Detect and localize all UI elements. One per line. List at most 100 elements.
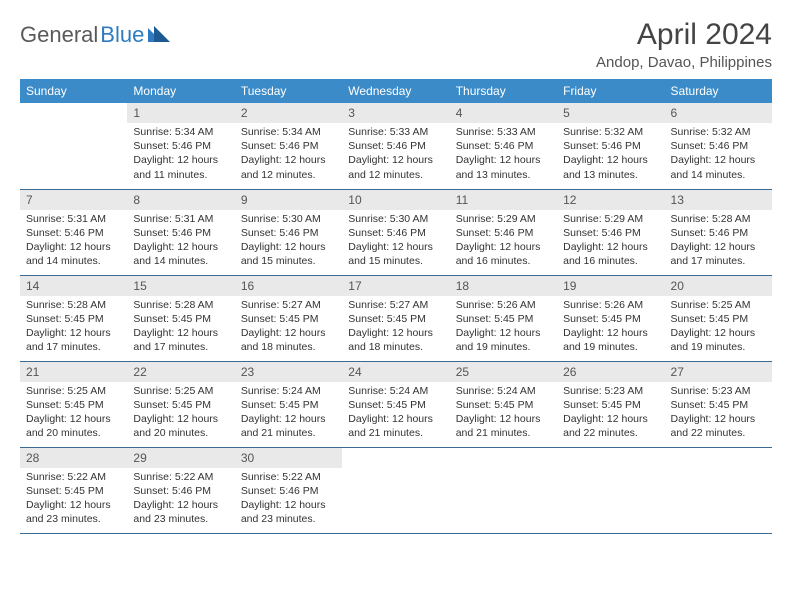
logo: GeneralBlue <box>20 18 170 48</box>
sunrise-line: Sunrise: 5:34 AM <box>241 125 336 139</box>
day-details: Sunrise: 5:24 AMSunset: 5:45 PMDaylight:… <box>342 382 449 445</box>
day-details: Sunrise: 5:23 AMSunset: 5:45 PMDaylight:… <box>557 382 664 445</box>
day-details: Sunrise: 5:30 AMSunset: 5:46 PMDaylight:… <box>342 210 449 273</box>
day-details: Sunrise: 5:25 AMSunset: 5:45 PMDaylight:… <box>127 382 234 445</box>
daylight-line: Daylight: 12 hours and 19 minutes. <box>671 326 766 354</box>
sunrise-line: Sunrise: 5:31 AM <box>133 212 228 226</box>
sunset-line: Sunset: 5:45 PM <box>241 312 336 326</box>
day-details: Sunrise: 5:27 AMSunset: 5:45 PMDaylight:… <box>235 296 342 359</box>
day-details: Sunrise: 5:31 AMSunset: 5:46 PMDaylight:… <box>20 210 127 273</box>
day-cell: 16Sunrise: 5:27 AMSunset: 5:45 PMDayligh… <box>235 275 342 361</box>
day-number: 21 <box>20 362 127 382</box>
day-cell: 24Sunrise: 5:24 AMSunset: 5:45 PMDayligh… <box>342 361 449 447</box>
sunrise-line: Sunrise: 5:34 AM <box>133 125 228 139</box>
sunrise-line: Sunrise: 5:26 AM <box>456 298 551 312</box>
sunset-line: Sunset: 5:46 PM <box>241 484 336 498</box>
triangle-icon <box>148 26 170 47</box>
sunset-line: Sunset: 5:46 PM <box>348 226 443 240</box>
calendar-table: SundayMondayTuesdayWednesdayThursdayFrid… <box>20 79 772 534</box>
sunset-line: Sunset: 5:45 PM <box>241 398 336 412</box>
sunset-line: Sunset: 5:45 PM <box>348 312 443 326</box>
sunset-line: Sunset: 5:45 PM <box>563 398 658 412</box>
location-label: Andop, Davao, Philippines <box>596 54 772 71</box>
day-details: Sunrise: 5:33 AMSunset: 5:46 PMDaylight:… <box>342 123 449 186</box>
day-cell: 8Sunrise: 5:31 AMSunset: 5:46 PMDaylight… <box>127 189 234 275</box>
logo-text-blue: Blue <box>100 22 144 48</box>
day-number: 24 <box>342 362 449 382</box>
day-number: 18 <box>450 276 557 296</box>
sunrise-line: Sunrise: 5:28 AM <box>671 212 766 226</box>
week-row: 7Sunrise: 5:31 AMSunset: 5:46 PMDaylight… <box>20 189 772 275</box>
day-cell: . <box>557 447 664 533</box>
daylight-line: Daylight: 12 hours and 21 minutes. <box>348 412 443 440</box>
sunrise-line: Sunrise: 5:22 AM <box>241 470 336 484</box>
sunset-line: Sunset: 5:45 PM <box>456 312 551 326</box>
day-details: Sunrise: 5:32 AMSunset: 5:46 PMDaylight:… <box>665 123 772 186</box>
sunrise-line: Sunrise: 5:30 AM <box>348 212 443 226</box>
sunrise-line: Sunrise: 5:29 AM <box>563 212 658 226</box>
day-number: 11 <box>450 190 557 210</box>
day-cell: 6Sunrise: 5:32 AMSunset: 5:46 PMDaylight… <box>665 103 772 189</box>
day-cell: 22Sunrise: 5:25 AMSunset: 5:45 PMDayligh… <box>127 361 234 447</box>
day-details: Sunrise: 5:27 AMSunset: 5:45 PMDaylight:… <box>342 296 449 359</box>
weekday-friday: Friday <box>557 79 664 103</box>
day-cell: 30 Sunrise: 5:22 AMSunset: 5:46 PMDayligh… <box>235 447 342 533</box>
day-number: 29 <box>127 448 234 468</box>
weekday-saturday: Saturday <box>665 79 772 103</box>
day-details: Sunrise: 5:32 AMSunset: 5:46 PMDaylight:… <box>557 123 664 186</box>
sunrise-line: Sunrise: 5:28 AM <box>26 298 121 312</box>
day-cell: . <box>665 447 772 533</box>
week-row: .1Sunrise: 5:34 AMSunset: 5:46 PMDayligh… <box>20 103 772 189</box>
week-row: 28Sunrise: 5:22 AMSunset: 5:45 PMDayligh… <box>20 447 772 533</box>
sunset-line: Sunset: 5:45 PM <box>26 312 121 326</box>
daylight-line: Daylight: 12 hours and 11 minutes. <box>133 153 228 181</box>
day-number: 2 <box>235 103 342 123</box>
day-cell: 4Sunrise: 5:33 AMSunset: 5:46 PMDaylight… <box>450 103 557 189</box>
day-details: Sunrise: 5:29 AMSunset: 5:46 PMDaylight:… <box>450 210 557 273</box>
day-details: Sunrise: 5:26 AMSunset: 5:45 PMDaylight:… <box>557 296 664 359</box>
day-cell: 14Sunrise: 5:28 AMSunset: 5:45 PMDayligh… <box>20 275 127 361</box>
sunrise-line: Sunrise: 5:30 AM <box>241 212 336 226</box>
day-number: 30 <box>235 448 342 468</box>
day-cell: 13Sunrise: 5:28 AMSunset: 5:46 PMDayligh… <box>665 189 772 275</box>
sunrise-line: Sunrise: 5:31 AM <box>26 212 121 226</box>
daylight-line: Daylight: 12 hours and 23 minutes. <box>241 498 336 526</box>
day-cell: 27Sunrise: 5:23 AMSunset: 5:45 PMDayligh… <box>665 361 772 447</box>
daylight-line: Daylight: 12 hours and 12 minutes. <box>348 153 443 181</box>
sunset-line: Sunset: 5:46 PM <box>241 226 336 240</box>
day-cell: 29Sunrise: 5:22 AMSunset: 5:46 PMDayligh… <box>127 447 234 533</box>
day-number: 7 <box>20 190 127 210</box>
daylight-line: Daylight: 12 hours and 14 minutes. <box>671 153 766 181</box>
day-details: Sunrise: 5:22 AMSunset: 5:45 PMDaylight:… <box>20 468 127 531</box>
week-row: 14Sunrise: 5:28 AMSunset: 5:45 PMDayligh… <box>20 275 772 361</box>
daylight-line: Daylight: 12 hours and 15 minutes. <box>241 240 336 268</box>
sunset-line: Sunset: 5:46 PM <box>671 139 766 153</box>
day-number: 5 <box>557 103 664 123</box>
sunrise-line: Sunrise: 5:25 AM <box>133 384 228 398</box>
day-cell: 2Sunrise: 5:34 AMSunset: 5:46 PMDaylight… <box>235 103 342 189</box>
day-cell: . <box>342 447 449 533</box>
sunrise-line: Sunrise: 5:25 AM <box>26 384 121 398</box>
day-details: Sunrise: 5:26 AMSunset: 5:45 PMDaylight:… <box>450 296 557 359</box>
sunrise-line: Sunrise: 5:22 AM <box>26 470 121 484</box>
day-number: 22 <box>127 362 234 382</box>
daylight-line: Daylight: 12 hours and 22 minutes. <box>671 412 766 440</box>
sunset-line: Sunset: 5:46 PM <box>26 226 121 240</box>
sunrise-line: Sunrise: 5:24 AM <box>456 384 551 398</box>
daylight-line: Daylight: 12 hours and 17 minutes. <box>133 326 228 354</box>
day-details: Sunrise: 5:28 AMSunset: 5:45 PMDaylight:… <box>20 296 127 359</box>
day-number: 9 <box>235 190 342 210</box>
day-details: Sunrise: 5:24 AMSunset: 5:45 PMDaylight:… <box>235 382 342 445</box>
day-cell: 1Sunrise: 5:34 AMSunset: 5:46 PMDaylight… <box>127 103 234 189</box>
sunset-line: Sunset: 5:46 PM <box>456 139 551 153</box>
sunrise-line: Sunrise: 5:33 AM <box>348 125 443 139</box>
day-number: 3 <box>342 103 449 123</box>
day-details: Sunrise: 5:23 AMSunset: 5:45 PMDaylight:… <box>665 382 772 445</box>
sunset-line: Sunset: 5:46 PM <box>133 484 228 498</box>
day-cell: 28Sunrise: 5:22 AMSunset: 5:45 PMDayligh… <box>20 447 127 533</box>
daylight-line: Daylight: 12 hours and 14 minutes. <box>26 240 121 268</box>
day-number: 25 <box>450 362 557 382</box>
day-number: 12 <box>557 190 664 210</box>
sunrise-line: Sunrise: 5:24 AM <box>241 384 336 398</box>
sunset-line: Sunset: 5:46 PM <box>133 226 228 240</box>
